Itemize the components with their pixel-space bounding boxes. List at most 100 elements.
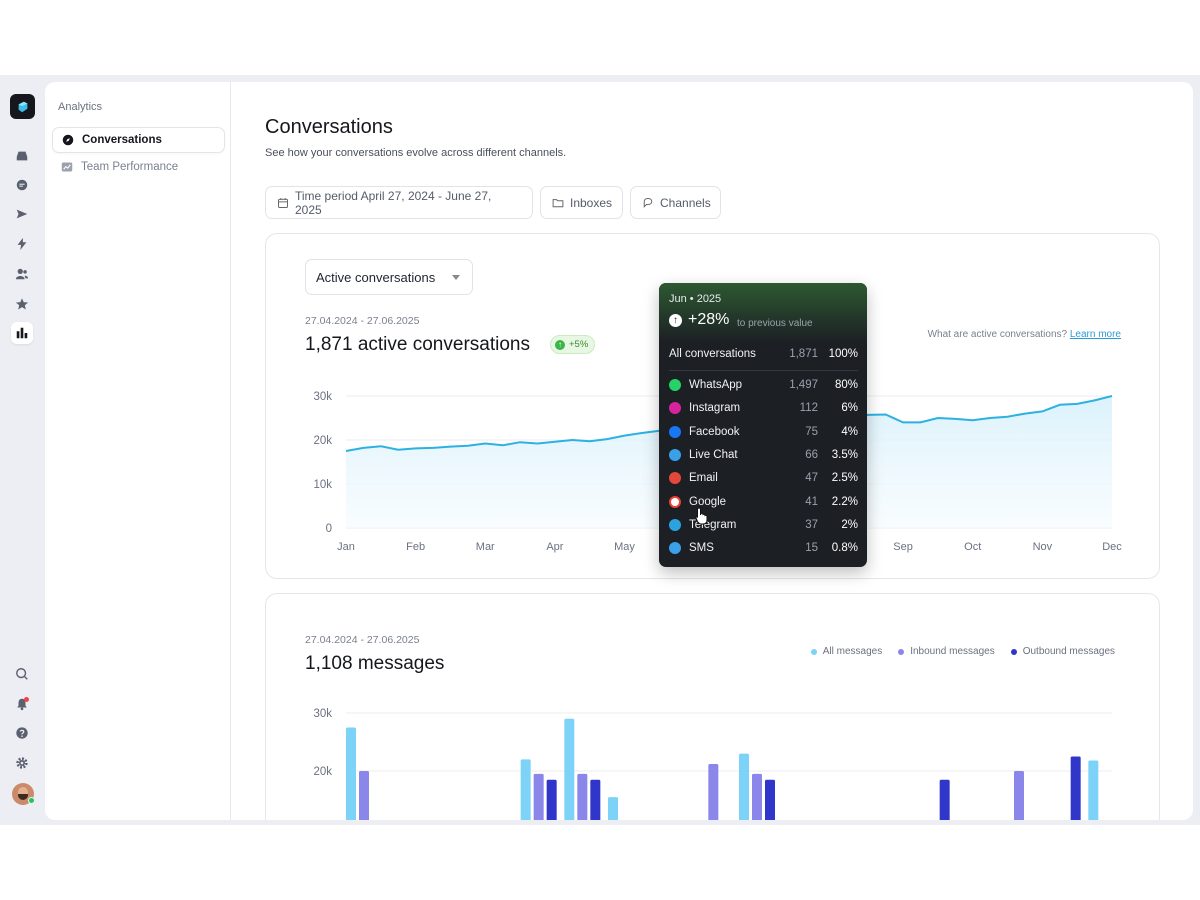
sidebar-item-conversations[interactable]: Conversations bbox=[52, 127, 225, 153]
bar bbox=[577, 773, 588, 820]
messages-date-range: 27.04.2024 - 27.06.2025 bbox=[305, 634, 420, 646]
x-tick-label: Nov bbox=[1033, 541, 1053, 553]
channel-share: 2% bbox=[841, 518, 858, 531]
channel-count: 66 bbox=[805, 448, 818, 461]
analytics-icon[interactable] bbox=[11, 322, 33, 344]
messages-card: 27.04.2024 - 27.06.2025 1,108 messages A… bbox=[265, 593, 1160, 820]
sidebar-item-label: Conversations bbox=[82, 134, 162, 146]
messages-total: 1,108 messages bbox=[305, 653, 445, 674]
bar bbox=[546, 779, 557, 820]
sidebar-item-label: Team Performance bbox=[81, 161, 179, 173]
delta-badge: ↑ +5% bbox=[550, 335, 596, 354]
nav-rail bbox=[0, 75, 45, 825]
tooltip-row: Live Chat 66 3.5% bbox=[669, 446, 858, 464]
channel-name: Instagram bbox=[689, 402, 741, 415]
channels-filter[interactable]: Channels bbox=[630, 186, 721, 219]
chat-icon[interactable] bbox=[11, 174, 33, 196]
inbox-icon[interactable] bbox=[11, 145, 33, 167]
channel-share: 3.5% bbox=[831, 448, 858, 461]
channel-share: 2.5% bbox=[831, 472, 858, 485]
bar bbox=[708, 764, 719, 820]
time-period-filter[interactable]: Time period April 27, 2024 - June 27, 20… bbox=[265, 186, 533, 219]
settings-icon[interactable] bbox=[11, 752, 33, 774]
x-tick-label: Dec bbox=[1102, 541, 1122, 553]
channel-count: 112 bbox=[799, 402, 818, 415]
y-tick-label: 20k bbox=[313, 435, 332, 447]
help-question: What are active conversations? bbox=[927, 329, 1068, 340]
contacts-icon[interactable] bbox=[11, 263, 33, 285]
compass-icon bbox=[61, 134, 74, 147]
channel-name: SMS bbox=[689, 542, 714, 555]
x-tick-label: Sep bbox=[893, 541, 913, 553]
channels-icon bbox=[642, 197, 654, 209]
chart-tooltip: Jun • 2025 ↑ +28% to previous value All … bbox=[659, 283, 867, 567]
help-icon[interactable] bbox=[11, 722, 33, 744]
inboxes-label: Inboxes bbox=[570, 195, 613, 210]
page-subtitle: See how your conversations evolve across… bbox=[265, 147, 567, 159]
channel-name: WhatsApp bbox=[689, 379, 743, 391]
facebook-icon bbox=[669, 425, 681, 438]
bar bbox=[590, 779, 601, 820]
metric-select[interactable]: Active conversations bbox=[305, 259, 473, 295]
delta-value: +5% bbox=[569, 339, 589, 350]
learn-more-link[interactable]: Learn more bbox=[1069, 329, 1121, 340]
star-icon[interactable] bbox=[11, 293, 33, 315]
whatsapp-icon bbox=[669, 379, 681, 391]
bar bbox=[752, 773, 762, 820]
tooltip-row: Telegram 37 2% bbox=[669, 516, 858, 534]
bar bbox=[1088, 760, 1099, 820]
legend-item-outbound: Outbound messages bbox=[1010, 646, 1115, 657]
up-arrow-icon: ↑ bbox=[555, 339, 565, 350]
time-period-label: Time period April 27, 2024 - June 27, 20… bbox=[295, 188, 492, 217]
app-frame: Analytics Conversations Team Performance… bbox=[0, 75, 1200, 825]
tooltip-date: Jun • 2025 bbox=[669, 293, 722, 305]
bar bbox=[1070, 756, 1081, 820]
channel-count: 15 bbox=[805, 542, 818, 555]
channel-share: 4% bbox=[841, 425, 858, 438]
channel-name: Email bbox=[689, 472, 718, 485]
bell-icon[interactable] bbox=[11, 693, 33, 715]
live-chat-icon bbox=[669, 448, 681, 461]
analytics-sidebar: Analytics Conversations Team Performance bbox=[45, 82, 231, 820]
messages-legend: All messages Inbound messages Outbound m… bbox=[810, 646, 1115, 657]
chevron-down-icon bbox=[452, 275, 460, 280]
tooltip-row: Facebook 75 4% bbox=[669, 423, 858, 441]
bar bbox=[359, 771, 369, 820]
y-tick-label: 0 bbox=[326, 523, 332, 535]
sidebar-item-team-performance[interactable]: Team Performance bbox=[52, 154, 225, 180]
x-tick-label: Apr bbox=[546, 541, 563, 553]
tooltip-row: Email 47 2.5% bbox=[669, 469, 858, 487]
channels-label: Channels bbox=[660, 195, 711, 210]
channel-count: 37 bbox=[805, 518, 818, 531]
bar bbox=[533, 773, 544, 820]
google-icon bbox=[669, 495, 681, 508]
send-icon[interactable] bbox=[11, 203, 33, 225]
active-conversations-total: 1,871 active conversations bbox=[305, 334, 530, 355]
legend-item-inbound: Inbound messages bbox=[898, 646, 995, 657]
tooltip-change-note: to previous value bbox=[737, 318, 813, 329]
search-icon[interactable] bbox=[11, 663, 33, 685]
y-tick-label: 10k bbox=[313, 479, 332, 491]
telegram-icon bbox=[669, 518, 681, 531]
channel-name: Live Chat bbox=[689, 448, 738, 461]
tooltip-row: Google 41 2.2% bbox=[669, 493, 858, 511]
main-window: Analytics Conversations Team Performance… bbox=[45, 82, 1193, 820]
messages-chart: 30k 20k bbox=[313, 708, 1112, 820]
hand-cursor-icon bbox=[695, 507, 708, 525]
tooltip-row: Instagram 112 6% bbox=[669, 399, 858, 417]
sidebar-section-title: Analytics bbox=[58, 101, 103, 113]
sms-icon bbox=[669, 542, 681, 555]
inboxes-filter[interactable]: Inboxes bbox=[540, 186, 623, 219]
bolt-icon[interactable] bbox=[11, 233, 33, 255]
legend-item-all: All messages bbox=[810, 646, 882, 657]
channel-name: Google bbox=[689, 495, 727, 508]
channel-count: 41 bbox=[805, 495, 818, 508]
app-logo[interactable] bbox=[10, 94, 35, 119]
tooltip-row: SMS 15 0.8% bbox=[669, 539, 858, 557]
tooltip-row: WhatsApp 1,497 80% bbox=[669, 376, 858, 394]
bar bbox=[739, 753, 749, 820]
online-status-dot bbox=[28, 797, 35, 804]
chart-icon bbox=[60, 161, 73, 174]
bar bbox=[564, 718, 575, 820]
bar bbox=[939, 779, 950, 820]
